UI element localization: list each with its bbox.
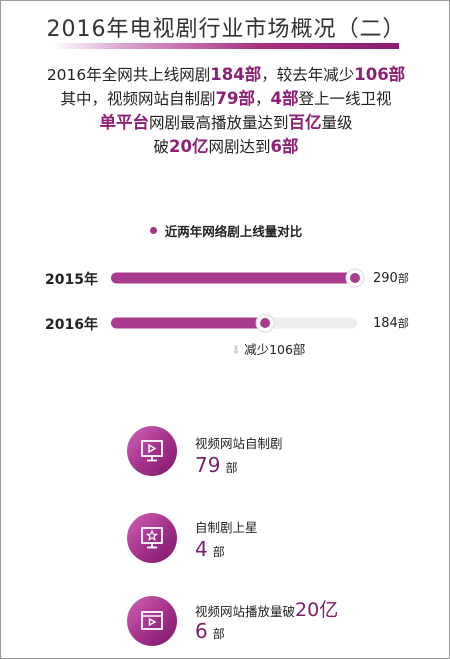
- value-label-2015: 290部: [373, 270, 409, 286]
- summary-highlight: 百亿: [288, 113, 322, 132]
- summary-text-segment: 量级: [321, 114, 353, 132]
- summary-text-segment: 网剧达到: [208, 138, 271, 156]
- summary-text-segment: 登上一线卫视: [298, 90, 392, 108]
- card-1-unit: 部: [225, 461, 238, 475]
- value-label-2016: 184部: [373, 315, 409, 331]
- summary-line-4: 破20亿网剧达到6部: [1, 135, 450, 159]
- value-label-2015-number: 290: [373, 271, 398, 286]
- summary-text-segment: 其中，视频网站自制剧: [60, 90, 216, 108]
- card-3-label-prefix: 视频网站播放量破: [195, 604, 296, 619]
- bar-knob-dot: [260, 318, 271, 328]
- chart-title-text: 近两年网络剧上线量对比: [164, 224, 303, 239]
- bar-knob-dot: [350, 273, 360, 283]
- card-2-label: 自制剧上星: [195, 520, 258, 535]
- bar-2016年: [111, 317, 268, 329]
- summary-highlight: 4部: [270, 89, 299, 108]
- category-label-2015: 2015年: [45, 272, 98, 288]
- page-title: 2016年电视剧行业市场概况（二）: [46, 17, 406, 42]
- video-screen-icon: [127, 426, 177, 476]
- summary-text-segment: ，较去年减少: [261, 66, 355, 84]
- summary-line-1: 2016年全网共上线网剧184部，较去年减少106部: [1, 63, 450, 87]
- card-1-label: 视频网站自制剧: [195, 436, 283, 451]
- summary-highlight: 20亿: [169, 137, 209, 156]
- summary-highlight: 106部: [354, 65, 406, 84]
- card-1-number: 79: [195, 453, 221, 477]
- summary-text-segment: 2016年全网共上线网剧: [46, 66, 211, 84]
- summary-line-2: 其中，视频网站自制剧79部，4部登上一线卫视: [1, 87, 450, 111]
- bullet-dot: [149, 227, 157, 234]
- value-label-2016-number: 184: [373, 316, 398, 331]
- summary-text-segment: ，: [254, 90, 271, 108]
- summary-highlight: 单平台: [99, 113, 149, 132]
- difference-text: 减少106部: [244, 342, 306, 357]
- value-label-2015-unit: 部: [397, 272, 409, 285]
- card-3-label-big: 20亿: [295, 599, 339, 621]
- bar-chart: [111, 268, 365, 333]
- card-2-unit: 部: [212, 545, 225, 559]
- category-label-2016: 2016年: [45, 317, 98, 333]
- card-3-unit: 部: [212, 627, 225, 641]
- chart-title: 近两年网络剧上线量对比: [1, 221, 450, 240]
- value-label-2016-unit: 部: [397, 317, 409, 330]
- browser-play-icon: [127, 596, 177, 646]
- summary-highlight: 6部: [270, 137, 299, 156]
- bar-2015年: [111, 272, 357, 284]
- card-1-value: 79 部: [195, 453, 237, 477]
- summary-highlight: 79部: [215, 89, 255, 108]
- summary-highlight: 184部: [210, 65, 262, 84]
- down-arrow-icon: ⬇: [231, 343, 242, 357]
- card-2-number: 4: [195, 537, 208, 561]
- summary-text: 2016年全网共上线网剧184部，较去年减少106部 其中，视频网站自制剧79部，…: [1, 63, 450, 159]
- summary-text-segment: 网剧最高播放量达到: [148, 114, 289, 132]
- card-3-label: 视频网站播放量破20亿: [195, 595, 338, 622]
- summary-text-segment: 破: [153, 138, 170, 156]
- difference-label: ⬇ 减少106部: [231, 339, 305, 358]
- summary-line-3: 单平台网剧最高播放量达到百亿量级: [1, 111, 450, 135]
- title-underline: [53, 43, 399, 49]
- tv-star-icon: [127, 513, 177, 563]
- card-3-number: 6: [195, 619, 208, 643]
